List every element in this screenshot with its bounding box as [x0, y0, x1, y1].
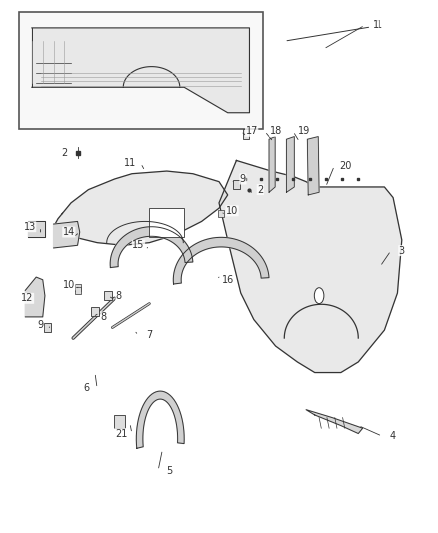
Bar	[114, 415, 124, 428]
Text: 2: 2	[61, 148, 67, 158]
Bar	[44, 323, 50, 332]
Bar	[233, 180, 240, 189]
Bar	[74, 284, 81, 292]
Polygon shape	[53, 171, 228, 245]
Polygon shape	[32, 28, 250, 113]
Bar	[74, 287, 81, 294]
Bar	[243, 128, 250, 139]
Text: 1: 1	[373, 20, 379, 30]
Text: 10: 10	[63, 280, 75, 290]
Polygon shape	[110, 227, 193, 268]
Text: 19: 19	[298, 126, 310, 136]
Ellipse shape	[314, 288, 324, 304]
Text: 3: 3	[399, 246, 405, 256]
Text: 8: 8	[101, 312, 107, 322]
Text: 21: 21	[115, 429, 127, 439]
Polygon shape	[25, 277, 45, 317]
Bar	[104, 292, 113, 300]
Text: 7: 7	[146, 330, 152, 341]
Text: 18: 18	[269, 126, 282, 136]
Text: 2: 2	[257, 184, 264, 195]
Text: 5: 5	[166, 466, 172, 475]
Bar	[19, 12, 262, 128]
Text: 14: 14	[63, 227, 75, 237]
Bar	[91, 308, 99, 316]
Bar	[218, 210, 224, 217]
Text: 10: 10	[226, 206, 238, 216]
Text: 6: 6	[83, 383, 89, 393]
Polygon shape	[28, 221, 45, 237]
Polygon shape	[307, 136, 319, 195]
Text: 16: 16	[222, 274, 234, 285]
Polygon shape	[136, 391, 184, 448]
Text: 15: 15	[132, 240, 145, 251]
Polygon shape	[286, 136, 294, 192]
Text: 12: 12	[21, 293, 34, 303]
Polygon shape	[173, 237, 269, 284]
Polygon shape	[269, 136, 275, 192]
Polygon shape	[53, 221, 80, 248]
Text: 8: 8	[116, 290, 122, 301]
Bar	[149, 208, 184, 237]
Text: 17: 17	[245, 126, 258, 136]
Text: 20: 20	[339, 161, 351, 171]
Polygon shape	[219, 160, 402, 373]
Text: 9: 9	[240, 174, 246, 184]
Text: 1: 1	[376, 20, 382, 30]
Text: 11: 11	[124, 158, 136, 168]
Text: 4: 4	[390, 431, 396, 441]
Polygon shape	[306, 410, 363, 433]
Text: 9: 9	[38, 320, 44, 330]
Text: 13: 13	[24, 222, 36, 232]
